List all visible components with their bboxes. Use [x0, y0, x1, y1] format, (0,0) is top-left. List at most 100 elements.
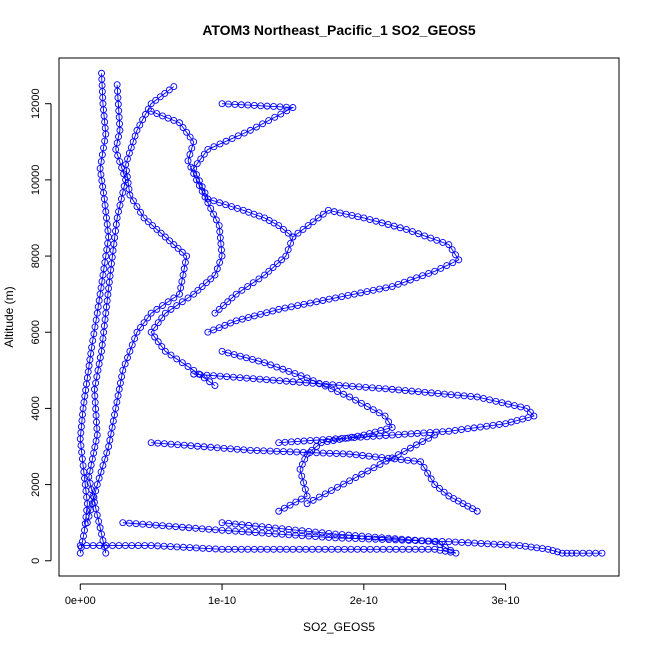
- series-11: [76, 519, 460, 557]
- data-point: [216, 199, 224, 207]
- data-point: [113, 398, 121, 406]
- data-point: [300, 479, 308, 487]
- data-point: [172, 523, 180, 531]
- data-point: [263, 309, 271, 317]
- data-point: [424, 537, 432, 545]
- data-point: [265, 523, 273, 531]
- data-point: [194, 286, 202, 294]
- chart-title: ATOM3 Northeast_Pacific_1 SO2_GEOS5: [202, 22, 476, 38]
- data-point: [102, 549, 110, 557]
- data-point: [372, 217, 380, 225]
- data-point: [224, 349, 232, 357]
- data-point: [242, 354, 250, 362]
- data-point: [137, 208, 144, 216]
- data-point: [510, 402, 518, 410]
- data-point: [338, 531, 346, 539]
- data-point: [158, 343, 166, 350]
- data-point: [205, 545, 213, 553]
- data-point: [269, 376, 277, 384]
- data-point: [319, 297, 327, 304]
- data-point: [245, 521, 253, 529]
- data-point: [394, 280, 402, 288]
- data-point: [218, 252, 226, 260]
- data-point: [158, 314, 166, 322]
- data-point: [197, 155, 205, 163]
- data-point: [363, 288, 371, 296]
- data-point: [159, 522, 166, 530]
- data-point: [147, 309, 155, 317]
- data-point: [85, 512, 93, 520]
- data-point: [152, 96, 160, 104]
- data-point: [99, 462, 107, 469]
- data-point: [352, 396, 359, 404]
- data-point: [218, 100, 226, 108]
- data-point: [225, 527, 233, 535]
- data-point: [95, 360, 103, 368]
- data-point: [192, 524, 200, 532]
- data-point: [210, 210, 217, 218]
- data-point: [114, 94, 122, 102]
- data-point: [140, 319, 148, 327]
- data-point: [369, 406, 377, 414]
- data-point: [188, 144, 196, 152]
- data-point: [85, 473, 93, 481]
- data-point: [278, 256, 286, 264]
- data-point: [124, 354, 131, 362]
- series-5: [190, 100, 297, 317]
- data-point: [207, 275, 215, 283]
- data-point: [199, 544, 207, 552]
- data-point: [431, 431, 439, 439]
- data-point: [154, 542, 162, 550]
- series-1: [76, 69, 113, 557]
- data-point: [174, 441, 182, 449]
- data-point: [90, 330, 98, 338]
- series-3: [83, 83, 191, 527]
- x-tick-label: 0e+00: [65, 595, 96, 607]
- data-point: [213, 444, 221, 452]
- series-line: [122, 522, 602, 554]
- data-point: [420, 464, 428, 471]
- series-10: [119, 519, 606, 557]
- data-point: [395, 386, 403, 394]
- data-point: [280, 225, 287, 233]
- data-point: [106, 436, 114, 444]
- data-point: [196, 371, 204, 379]
- data-point: [467, 392, 475, 400]
- data-point: [418, 537, 425, 545]
- data-point: [384, 534, 392, 542]
- data-point: [425, 434, 433, 442]
- data-point: [90, 385, 98, 393]
- data-point: [421, 232, 429, 240]
- data-point: [220, 444, 228, 452]
- data-point: [204, 195, 212, 203]
- data-point: [279, 365, 287, 373]
- data-point: [285, 531, 293, 539]
- data-point: [342, 382, 350, 390]
- data-point: [93, 309, 101, 317]
- data-point: [215, 305, 223, 313]
- x-axis-label: SO2_GEOS5: [303, 620, 375, 634]
- data-point: [281, 304, 289, 312]
- data-point: [368, 384, 376, 392]
- data-point: [332, 530, 339, 538]
- data-point: [303, 374, 311, 382]
- data-point: [178, 523, 186, 531]
- data-point: [473, 507, 481, 515]
- data-point: [396, 224, 404, 232]
- data-point: [165, 86, 173, 94]
- data-point: [332, 534, 339, 542]
- data-point: [498, 399, 506, 407]
- data-point: [441, 390, 448, 398]
- data-point: [92, 412, 100, 419]
- data-point: [255, 357, 262, 365]
- data-point: [183, 128, 191, 136]
- data-point: [305, 527, 313, 535]
- data-point: [327, 385, 335, 393]
- data-point: [251, 522, 259, 530]
- data-point: [151, 333, 159, 341]
- data-point: [218, 526, 226, 534]
- data-point: [210, 143, 218, 151]
- data-point: [225, 519, 233, 527]
- data-point: [233, 204, 241, 212]
- data-point: [159, 302, 166, 310]
